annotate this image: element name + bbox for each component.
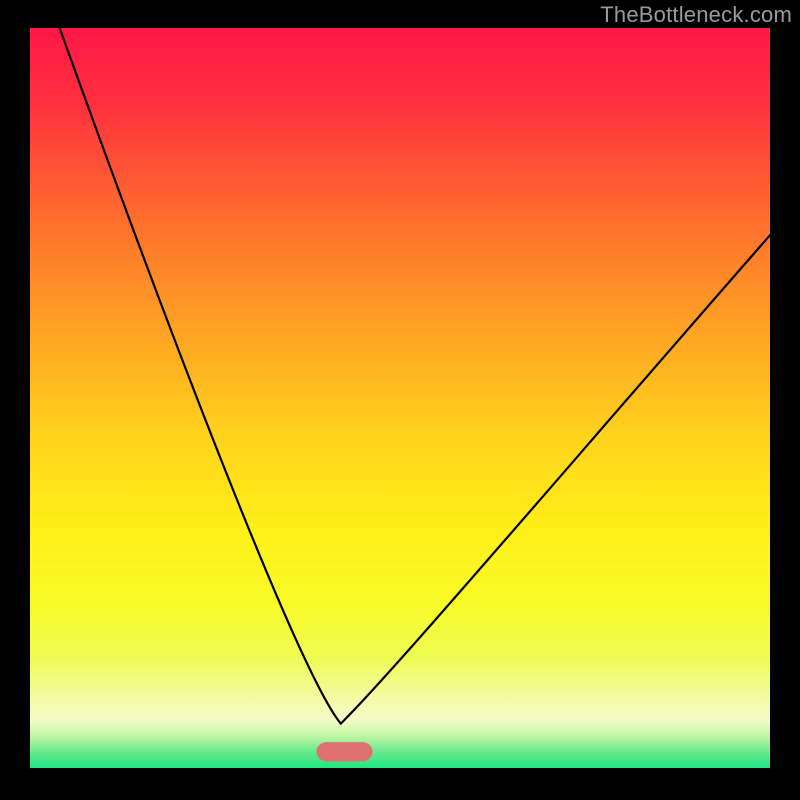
bottleneck-chart — [0, 0, 800, 800]
site-watermark: TheBottleneck.com — [600, 2, 792, 28]
optimal-marker-bar — [316, 742, 372, 761]
figure-frame: TheBottleneck.com — [0, 0, 800, 800]
plot-background-gradient — [30, 28, 770, 768]
